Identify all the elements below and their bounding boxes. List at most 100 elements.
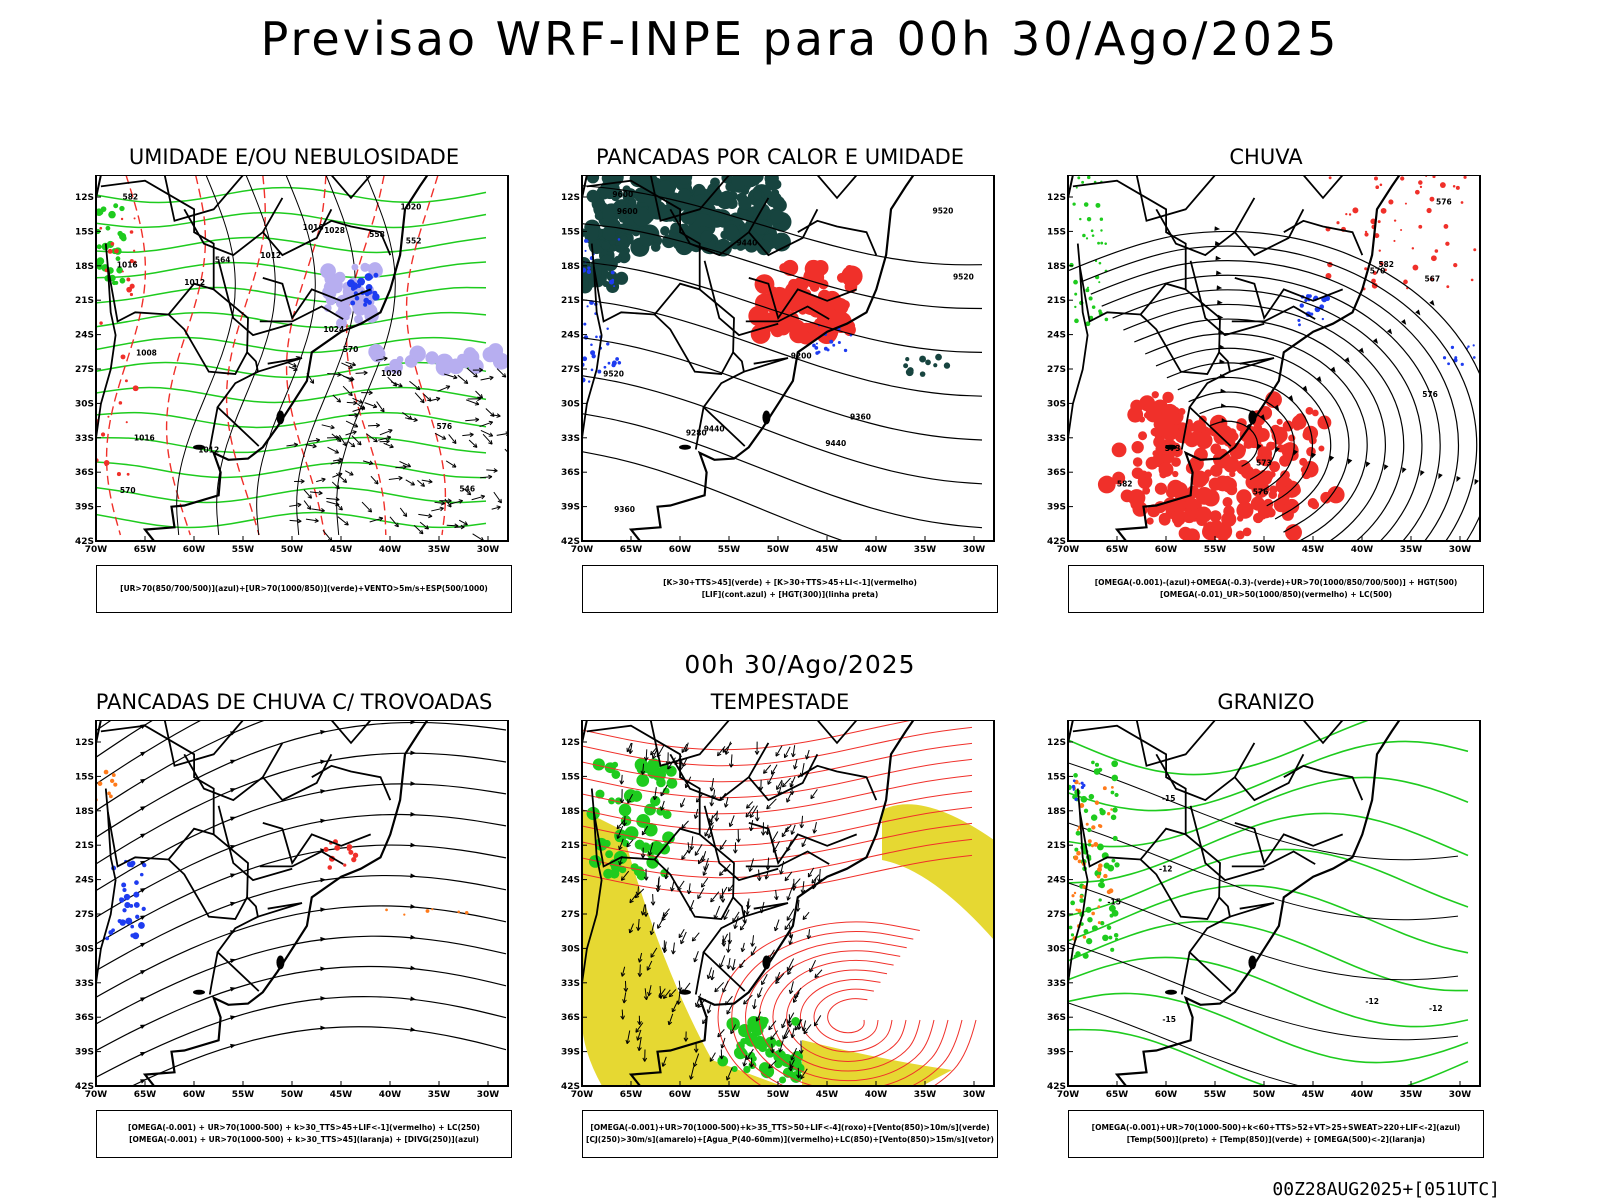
- contour-label: 9360: [850, 413, 871, 422]
- panel-legend: [OMEGA(-0.001)+UR>70(1000-500)+k>35_TTS>…: [582, 1110, 998, 1158]
- main-title: Previsao WRF-INPE para 00h 30/Ago/2025: [260, 12, 1340, 66]
- legend-line: [OMEGA(-0.001)-(azul)+OMEGA(-0.3)-(verde…: [1094, 578, 1458, 587]
- x-tick-label: 35W: [428, 1090, 451, 1100]
- y-tick-label: 15S: [75, 772, 94, 782]
- y-tick-label: 42S: [75, 1082, 94, 1092]
- y-tick-label: 12S: [75, 738, 94, 748]
- x-tick-label: 55W: [232, 1090, 255, 1100]
- y-tick-label: 30S: [1047, 399, 1066, 409]
- y-tick-label: 36S: [75, 468, 94, 478]
- contour-label: -15: [1107, 898, 1121, 907]
- y-tick-label: 12S: [1047, 193, 1066, 203]
- forecast-map: 1016101210081012101210161020102410281016…: [75, 175, 509, 555]
- x-tick-label: 60W: [183, 545, 206, 555]
- legend-line: [LIF](cont.azul) + [HGT(300)](linha pret…: [701, 590, 879, 599]
- panel-legend: [OMEGA(-0.001)+UR>70(1000-500)+k<60+TTS>…: [1068, 1110, 1484, 1158]
- y-tick-label: 33S: [1047, 979, 1066, 989]
- x-tick-label: 60W: [183, 1090, 206, 1100]
- x-tick-label: 35W: [914, 1090, 937, 1100]
- contour-label: 9200: [791, 351, 812, 360]
- panel-title: TEMPESTADE: [710, 690, 850, 714]
- contour-label: -12: [1159, 864, 1173, 873]
- y-tick-label: 24S: [1047, 876, 1066, 886]
- contour-label: 9440: [825, 439, 846, 448]
- panel-title: PANCADAS DE CHUVA C/ TROVOADAS: [95, 690, 493, 714]
- x-tick-label: 65W: [1106, 545, 1129, 555]
- legend-line: [Temp(500)](preto) + [Temp(850)](verde) …: [1126, 1135, 1426, 1144]
- y-tick-label: 24S: [75, 876, 94, 886]
- y-tick-label: 21S: [75, 841, 94, 851]
- contour-label: 1024: [323, 325, 344, 334]
- x-tick-label: 45W: [1302, 545, 1325, 555]
- x-tick-label: 55W: [232, 545, 255, 555]
- x-tick-label: 55W: [1204, 545, 1227, 555]
- y-tick-label: 39S: [75, 503, 94, 513]
- y-tick-label: 18S: [75, 807, 94, 817]
- contour-label: 1020: [381, 369, 402, 378]
- y-tick-label: 18S: [561, 807, 580, 817]
- y-tick-label: 39S: [1047, 503, 1066, 513]
- contour-label: 1016: [303, 223, 324, 232]
- forecast-map: -12 -15 -12 -15 -15 -12 12S 15S 18S 21S 24S 27S 30S 3…: [1047, 720, 1481, 1100]
- y-tick-label: 21S: [1047, 841, 1066, 851]
- legend-line: [OMEGA(-0.001) + UR>70(1000-500) + k>30_…: [128, 1123, 480, 1132]
- contour-label: 564: [215, 255, 231, 264]
- legend-line: [OMEGA(-0.001)+UR>70(1000-500)+k<60+TTS>…: [1091, 1123, 1461, 1132]
- y-tick-label: 33S: [75, 979, 94, 989]
- y-tick-label: 15S: [561, 772, 580, 782]
- y-tick-label: 24S: [561, 876, 580, 886]
- y-tick-label: 42S: [75, 537, 94, 547]
- contour-label: 570: [343, 345, 359, 354]
- y-tick-label: 27S: [561, 365, 580, 375]
- contour-label: 558: [369, 230, 385, 239]
- contour-label: 576: [1422, 390, 1438, 399]
- x-tick-label: 45W: [330, 545, 353, 555]
- legend-line: [OMEGA(-0.001) + UR>70(1000-500) + k>30_…: [129, 1135, 479, 1144]
- y-tick-label: 21S: [561, 841, 580, 851]
- x-tick-label: 50W: [767, 545, 790, 555]
- x-tick-label: 35W: [914, 545, 937, 555]
- y-tick-label: 27S: [1047, 365, 1066, 375]
- legend-line: [OMEGA(-0.01)_UR>50(1000/850)(vermelho) …: [1159, 590, 1393, 599]
- x-tick-label: 30W: [1449, 1090, 1472, 1100]
- x-tick-label: 40W: [865, 1090, 888, 1100]
- contour-label: 552: [406, 237, 422, 246]
- panel-legend: [OMEGA(-0.001) + UR>70(1000-500) + k>30_…: [96, 1110, 512, 1158]
- y-tick-label: 18S: [1047, 807, 1066, 817]
- y-tick-label: 36S: [561, 1013, 580, 1023]
- map-panel: PANCADAS POR CALOR E UMIDADE 9600 9600 9520…: [560, 145, 1000, 625]
- contour-label: 576: [436, 422, 452, 431]
- contour-label: 567: [1424, 275, 1440, 284]
- y-tick-label: 36S: [561, 468, 580, 478]
- contour-label: 9520: [953, 272, 974, 281]
- x-tick-label: 30W: [963, 545, 986, 555]
- y-tick-label: 18S: [75, 262, 94, 272]
- y-tick-label: 27S: [561, 910, 580, 920]
- contour-label: 9360: [614, 505, 635, 514]
- contour-label: 573: [1256, 458, 1272, 467]
- contour-label: 570: [1370, 267, 1386, 276]
- y-tick-label: 18S: [1047, 262, 1066, 272]
- y-tick-label: 42S: [561, 1082, 580, 1092]
- contour-label: 576: [1253, 487, 1269, 496]
- x-tick-label: 50W: [1253, 1090, 1276, 1100]
- y-tick-label: 33S: [561, 979, 580, 989]
- contour-label: 1012: [260, 251, 281, 260]
- y-tick-label: 33S: [1047, 434, 1066, 444]
- y-tick-label: 39S: [561, 503, 580, 513]
- panel-legend: [K>30+TTS>45](verde) + [K>30+TTS>45+LI<-…: [582, 565, 998, 613]
- x-tick-label: 60W: [1155, 545, 1178, 555]
- legend-line: [UR>70(850/700/500)](azul)+[UR>70(1000/8…: [120, 584, 488, 593]
- y-tick-label: 12S: [561, 738, 580, 748]
- x-tick-label: 70W: [85, 1090, 108, 1100]
- contour-label: 546: [459, 484, 475, 493]
- y-tick-label: 36S: [1047, 1013, 1066, 1023]
- x-tick-label: 35W: [428, 545, 451, 555]
- x-tick-label: 70W: [1057, 1090, 1080, 1100]
- map-panel: TEMPESTADE 12S 15S 18S 21S 24S 27S 30S 33S 36S 39S…: [560, 690, 1000, 1170]
- y-tick-label: 39S: [561, 1048, 580, 1058]
- y-tick-label: 30S: [561, 399, 580, 409]
- y-tick-label: 15S: [561, 227, 580, 237]
